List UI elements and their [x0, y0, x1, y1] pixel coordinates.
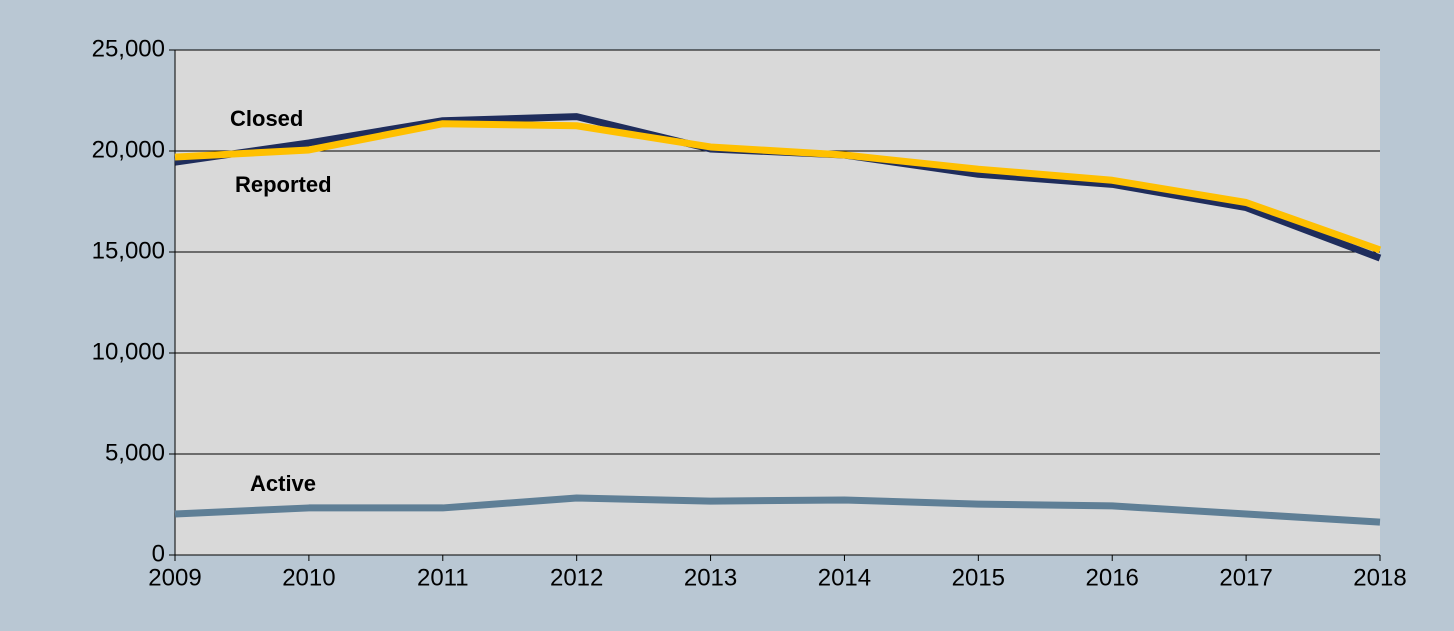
- y-tick-label: 25,000: [92, 35, 165, 62]
- x-tick-label: 2015: [952, 564, 1005, 591]
- x-tick-label: 2010: [282, 564, 335, 591]
- series-line: [174, 120, 1382, 254]
- x-tick-label: 2017: [1219, 564, 1272, 591]
- x-tick-label: 2013: [684, 564, 737, 591]
- y-tick-label: 20,000: [92, 136, 165, 163]
- x-tick-label: 2016: [1086, 564, 1139, 591]
- x-tick-label: 2014: [818, 564, 871, 591]
- x-tick-label: 2009: [148, 564, 201, 591]
- y-tick-label: 5,000: [105, 439, 165, 466]
- series-label: Reported: [235, 172, 332, 197]
- y-tick-label: 0: [152, 540, 165, 567]
- x-tick-label: 2011: [417, 564, 469, 591]
- x-tick-label: 2012: [550, 564, 603, 591]
- series-label: Closed: [230, 106, 303, 131]
- series-line: [174, 494, 1381, 526]
- series-label: Active: [250, 471, 316, 496]
- y-tick-label: 15,000: [92, 237, 165, 264]
- plot-area: [175, 50, 1380, 555]
- y-tick-label: 10,000: [92, 338, 165, 365]
- x-tick-label: 2018: [1353, 564, 1406, 591]
